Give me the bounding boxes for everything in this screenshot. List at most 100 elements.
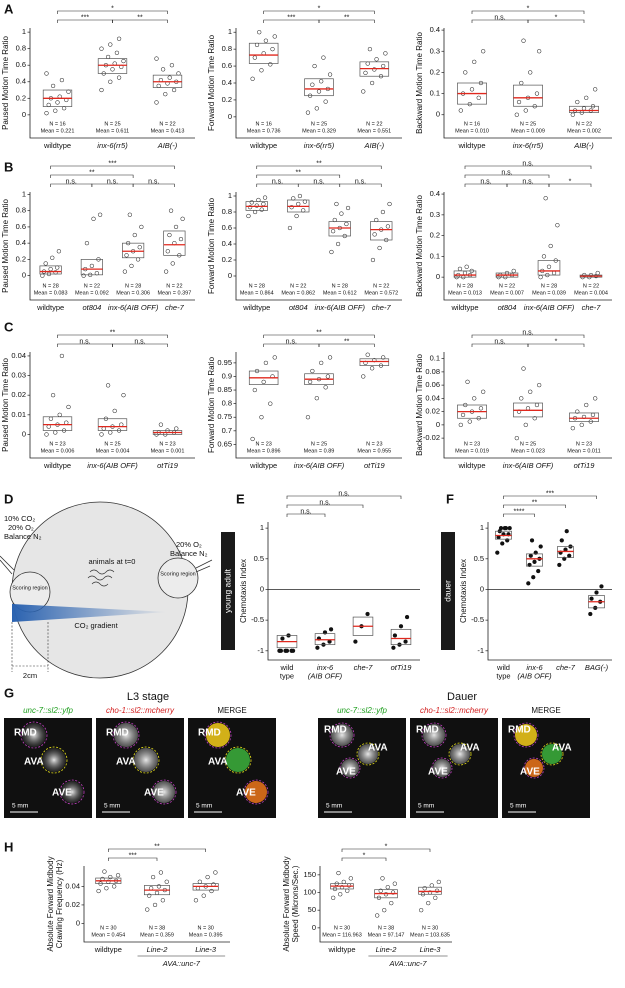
data-point bbox=[387, 201, 392, 207]
cell-outline bbox=[204, 721, 232, 749]
panel-label: G bbox=[4, 685, 14, 700]
box bbox=[163, 230, 186, 256]
axis-frame bbox=[235, 28, 402, 139]
mean-label: Mean = 0.397 bbox=[157, 290, 191, 296]
significance-bracket bbox=[503, 513, 535, 517]
cell-outline bbox=[513, 722, 539, 748]
box bbox=[97, 418, 128, 431]
significance-bracket bbox=[527, 19, 585, 23]
y-axis-label: Forward Motion Time Ratio bbox=[207, 356, 216, 453]
data-point bbox=[532, 416, 537, 421]
data-point bbox=[336, 870, 341, 876]
data-point bbox=[372, 232, 377, 237]
y-axis-label: Backward Motion Time Ratio bbox=[415, 354, 424, 456]
data-point bbox=[178, 236, 184, 242]
data-point bbox=[365, 352, 370, 357]
diagram-d: 10% CO₂ 20% O₂ Balance N₂ 20% O₂ Balance… bbox=[0, 501, 213, 680]
data-point bbox=[538, 275, 543, 280]
data-point bbox=[263, 38, 269, 43]
data-point bbox=[341, 879, 346, 885]
y-tick-label: 0.85 bbox=[217, 385, 232, 394]
cell-label: RMD bbox=[106, 728, 129, 739]
cell-outline bbox=[523, 757, 545, 779]
significance-label: ** bbox=[344, 14, 350, 21]
y-axis-label: Forward Motion Time Ratio bbox=[207, 197, 216, 294]
data-point bbox=[534, 91, 540, 96]
data-point bbox=[262, 195, 268, 200]
y-axis-label: Chemotaxis Index bbox=[459, 559, 468, 623]
axis-frame bbox=[235, 352, 402, 459]
significance-label: *** bbox=[129, 852, 137, 859]
significance-bracket bbox=[112, 343, 168, 347]
data-point bbox=[209, 888, 214, 894]
scale-label: 5 mm bbox=[326, 803, 342, 810]
significance-label: n.s. bbox=[134, 338, 145, 345]
data-point bbox=[369, 80, 375, 86]
scale-label: 5 mm bbox=[12, 803, 28, 810]
data-point bbox=[50, 83, 56, 89]
mean-label: Mean = 103.635 bbox=[410, 932, 450, 938]
significance-bracket bbox=[132, 183, 175, 187]
y-tick-label: 0.02 bbox=[65, 900, 80, 909]
y-axis-label: Paused Motion Time Ratio bbox=[1, 199, 10, 293]
cell bbox=[423, 724, 445, 746]
data-point bbox=[252, 55, 257, 60]
data-point bbox=[599, 584, 604, 589]
significance-bracket bbox=[57, 10, 168, 14]
significance-label: * bbox=[527, 5, 530, 12]
significance-label: ** bbox=[110, 329, 116, 336]
significance-label: n.s. bbox=[522, 160, 533, 167]
data-point bbox=[319, 79, 324, 84]
y-tick-label: 0 bbox=[436, 110, 440, 119]
cell-label: AVA bbox=[460, 743, 480, 754]
y-tick-label: 0 bbox=[436, 420, 440, 429]
data-point bbox=[323, 99, 328, 104]
y-axis-label: Crawling Frequency (Hz) bbox=[55, 859, 64, 948]
box bbox=[304, 78, 334, 97]
x-tick-label: wildtype bbox=[327, 945, 355, 954]
box bbox=[453, 270, 477, 278]
mean-label: Mean = 0.011 bbox=[567, 448, 600, 454]
data-point bbox=[108, 874, 113, 880]
mean-label: Mean = 0.092 bbox=[75, 290, 109, 296]
y-axis-label: Forward Motion Time Ratio bbox=[207, 34, 216, 131]
data-point bbox=[404, 614, 410, 620]
center-label: animals at t=0 bbox=[89, 557, 136, 566]
x-tick-label: inx-6(AIB OFF) bbox=[108, 303, 159, 312]
x-tick-label: wildtype bbox=[450, 303, 478, 312]
y-tick-label: 1 bbox=[228, 191, 232, 200]
data-point bbox=[213, 870, 218, 875]
data-point bbox=[328, 627, 334, 632]
data-point bbox=[55, 100, 60, 105]
x-tick-label: AIB(-) bbox=[157, 141, 178, 150]
y-tick-label: 0.3 bbox=[430, 46, 440, 55]
cell bbox=[515, 724, 537, 746]
data-point bbox=[472, 59, 477, 64]
significance-label: ** bbox=[316, 329, 322, 336]
data-point bbox=[344, 221, 349, 227]
x-tick-label: otTi19 bbox=[391, 663, 413, 672]
data-point bbox=[327, 72, 333, 77]
gradient bbox=[12, 604, 168, 622]
data-point bbox=[526, 581, 531, 586]
x-tick-label: otTi19 bbox=[574, 461, 596, 470]
box bbox=[569, 105, 599, 113]
cell-label: AVE bbox=[336, 767, 356, 778]
mean-label: Mean = 0.551 bbox=[357, 128, 391, 134]
n-label: N = 30 bbox=[422, 925, 438, 931]
data-point bbox=[284, 648, 290, 653]
significance-label: * bbox=[363, 852, 366, 859]
cell-outline bbox=[112, 721, 140, 749]
significance-label: * bbox=[569, 178, 572, 185]
data-point bbox=[335, 241, 341, 247]
side-label: dauer bbox=[442, 580, 452, 602]
data-point bbox=[481, 389, 486, 394]
significance-label: n.s. bbox=[501, 169, 512, 176]
data-point bbox=[381, 63, 386, 69]
inlet bbox=[0, 555, 15, 575]
n-label: N = 22 bbox=[166, 283, 182, 289]
n-label: N = 22 bbox=[84, 283, 100, 289]
data-point bbox=[391, 645, 396, 650]
data-point bbox=[124, 253, 129, 258]
x-tick-label: otTi19 bbox=[157, 461, 179, 470]
